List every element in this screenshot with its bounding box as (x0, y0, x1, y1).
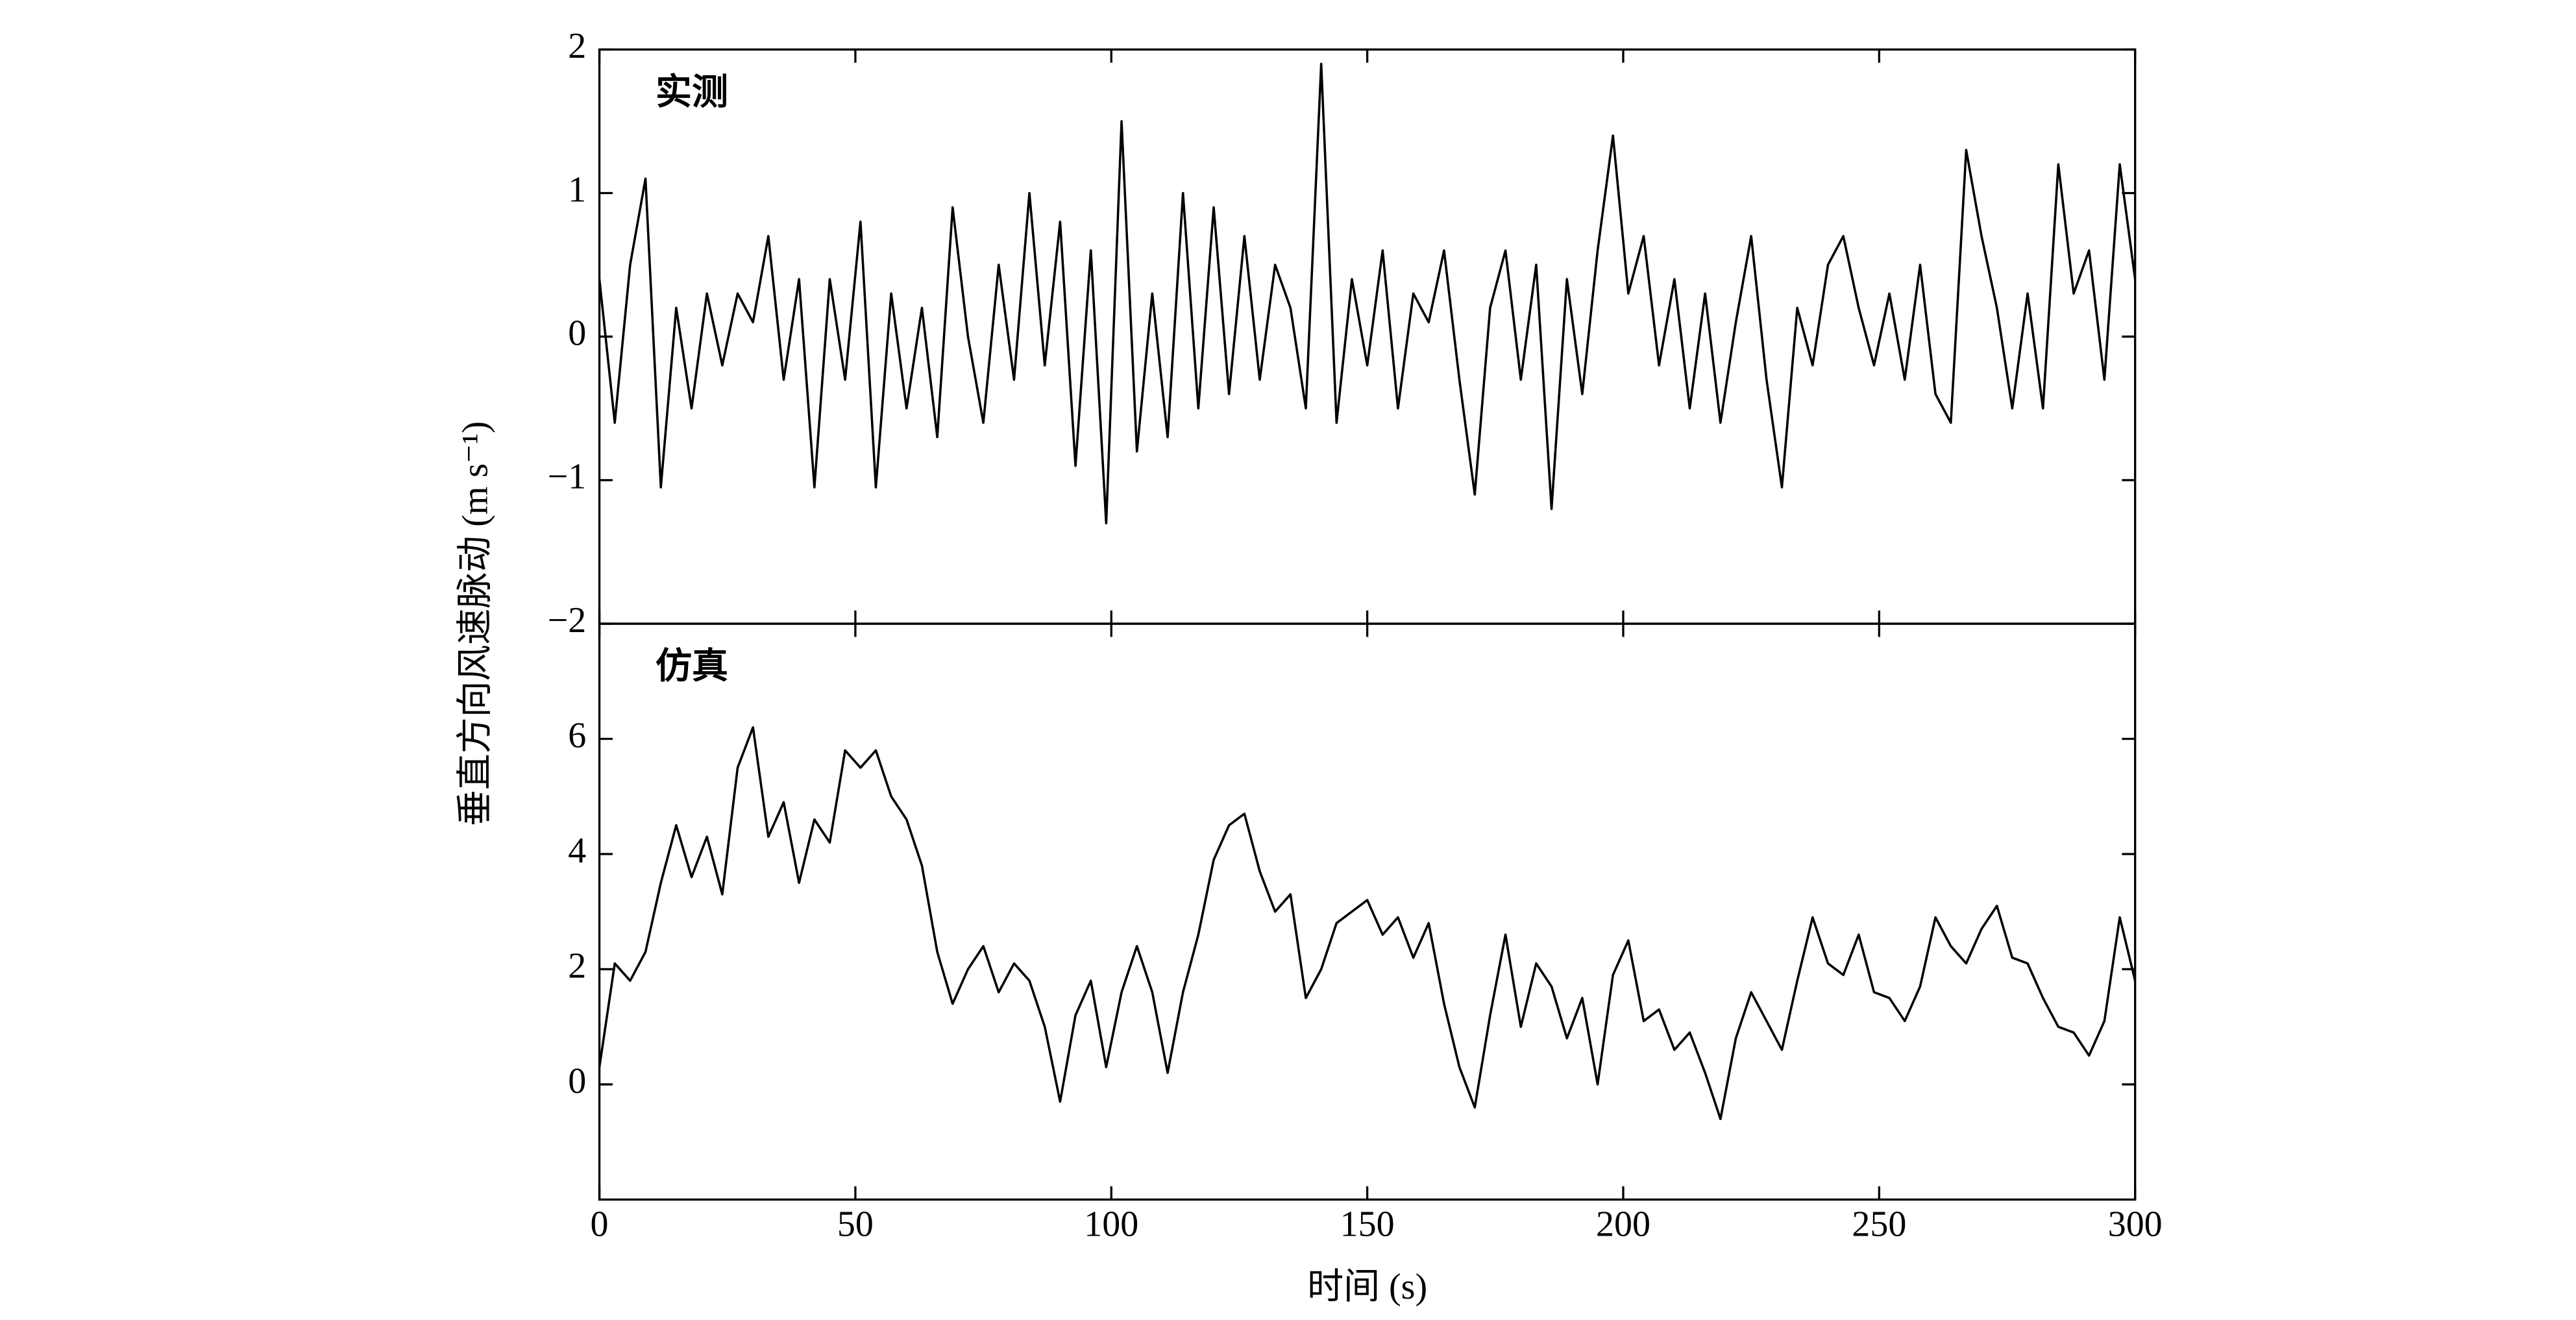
x-tick-label: 200 (1596, 1204, 1650, 1244)
x-tick-label: 0 (591, 1204, 609, 1244)
y-tick-label: 6 (568, 715, 586, 755)
plot-frame (598, 48, 2137, 625)
plot-frame (598, 622, 2137, 1201)
y-tick-label: 2 (568, 26, 586, 66)
data-line (598, 726, 2137, 1120)
x-axis-label: 时间 (s) (1307, 1267, 1427, 1307)
y-tick-label: 0 (568, 1061, 586, 1101)
y-axis-label: 垂直方向风速脉动 (m s⁻¹) (456, 421, 496, 826)
x-tick-label: 100 (1084, 1204, 1138, 1244)
y-tick-label: 0 (568, 313, 586, 354)
x-tick-label: 300 (2108, 1204, 2163, 1244)
x-tick-label: 150 (1340, 1204, 1395, 1244)
y-tick-label: 2 (568, 946, 586, 986)
panel-label: 仿真 (656, 646, 728, 687)
y-tick-label: −2 (548, 600, 587, 641)
x-tick-label: 250 (1852, 1204, 1906, 1244)
x-tick-label: 50 (837, 1204, 874, 1244)
panel-label: 实测 (656, 72, 728, 112)
y-tick-label: 4 (568, 831, 586, 871)
y-tick-label: 1 (568, 169, 586, 210)
y-tick-label: −1 (548, 457, 587, 497)
data-line (598, 62, 2137, 525)
